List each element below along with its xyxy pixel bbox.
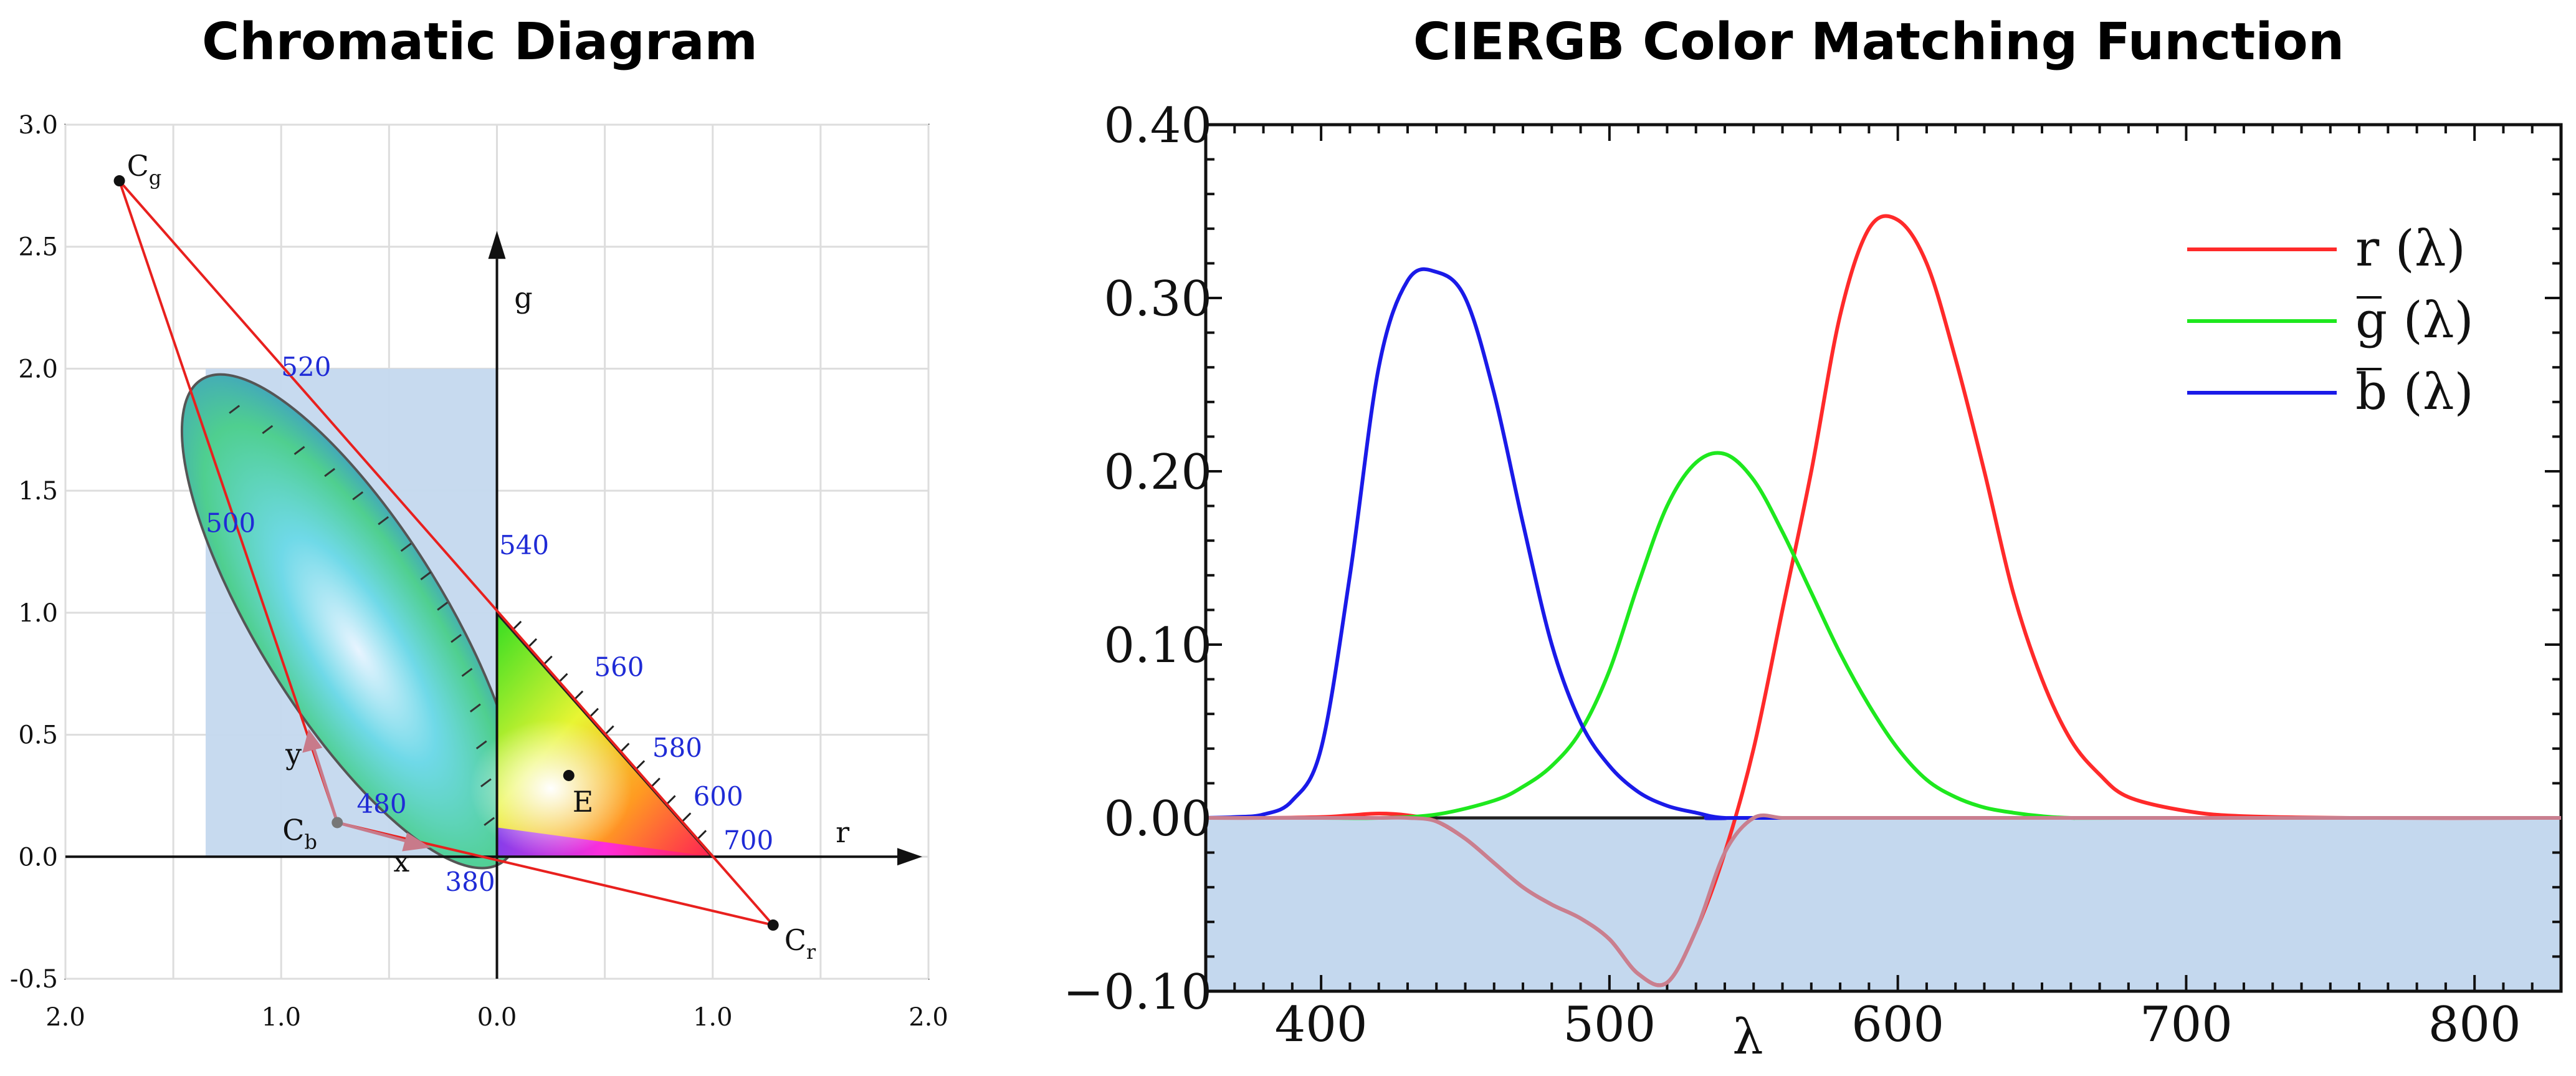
- x-tick-label: 1.0: [693, 1003, 733, 1032]
- locus-tick: [475, 740, 487, 749]
- y-tick-label: −0.10: [1063, 964, 1212, 1021]
- axis-letter-x: x: [393, 845, 409, 878]
- locus-tick: [650, 777, 661, 788]
- primary-letter: C: [785, 923, 806, 957]
- legend-entry-r: r (λ): [2355, 219, 2466, 277]
- locus-tick: [400, 542, 412, 552]
- x-tick-label: 600: [1851, 997, 1944, 1053]
- color-matching-title: CIERGB Color Matching Function: [1413, 12, 2345, 72]
- primary-subscript: b: [304, 830, 317, 853]
- wavelength-label: 380: [445, 867, 495, 897]
- primary-subscript: g: [149, 166, 161, 190]
- x-axis-label: λ: [1732, 1009, 1763, 1065]
- y-tick-label: 0.00: [1104, 791, 1212, 847]
- y-tick-label: 0.0: [18, 843, 58, 872]
- white-point: [563, 769, 575, 781]
- g-axis-arrow: [488, 231, 506, 259]
- y-vector-head: [302, 729, 323, 753]
- wavelength-label: 600: [694, 781, 743, 812]
- y-tick-label: 0.30: [1104, 271, 1212, 327]
- triangle-edge-bg: [118, 180, 339, 824]
- y-tick-label: -0.5: [10, 965, 58, 994]
- primary-label: Cb: [282, 813, 317, 853]
- y-tick-label: 0.5: [18, 721, 58, 750]
- wavelength-label: 480: [356, 789, 406, 819]
- primary-point: [113, 175, 125, 187]
- wavelength-label: 560: [594, 652, 644, 683]
- x-tick-label: 2.0: [45, 1003, 85, 1032]
- locus-tick: [324, 468, 336, 478]
- locus-tick: [681, 812, 692, 823]
- wavelength-label: 540: [499, 530, 549, 560]
- y-vector: [312, 747, 339, 824]
- color-matching-chart: r (λ) g (λ) b (λ) 400 500 600 700 800 0.40 0.30 0.…: [1063, 98, 2563, 1065]
- negative-shaded-region: [1206, 818, 2561, 991]
- x-tick-label: 800: [2428, 997, 2521, 1053]
- primary-subscript: r: [806, 940, 816, 964]
- wavelength-label: 580: [652, 733, 702, 763]
- legend-entry-g: g (λ): [2355, 291, 2474, 349]
- locus-tick: [635, 760, 646, 771]
- locus-tick: [378, 516, 389, 526]
- wavelength-label: 520: [281, 352, 331, 382]
- locus-tick: [420, 571, 432, 580]
- primary-point: [332, 817, 343, 829]
- y-tick-label: 0.20: [1104, 444, 1212, 501]
- locus-tick: [451, 633, 462, 643]
- triangle-edge-gr: [118, 180, 775, 926]
- locus-tick: [229, 405, 241, 414]
- white-glow: [470, 719, 632, 857]
- locus-tick: [696, 830, 707, 840]
- axis-letter-y: y: [285, 737, 302, 771]
- primary-letter: C: [127, 149, 149, 183]
- locus-tick: [437, 602, 449, 611]
- y-tick-label: 2.5: [18, 233, 58, 262]
- locus-tick: [461, 668, 473, 677]
- axis-letter-g: g: [514, 281, 532, 315]
- primary-letter: C: [282, 813, 304, 847]
- right-plot-frame: [1204, 123, 2563, 993]
- y-tick-label: 1.0: [18, 599, 58, 628]
- primary-point: [767, 919, 779, 931]
- locus-tick: [469, 703, 481, 713]
- locus-tick: [665, 795, 676, 805]
- axis-letter-r: r: [836, 815, 849, 849]
- y-tick-label: 3.0: [18, 111, 58, 140]
- wavelength-label: 700: [723, 825, 773, 856]
- legend-entry-b: b (λ): [2355, 363, 2474, 421]
- y-tick-label: 0.40: [1104, 98, 1212, 154]
- wavelength-label: 500: [206, 508, 255, 539]
- x-tick-label: 500: [1563, 997, 1656, 1053]
- y-tick-label: 1.5: [18, 477, 58, 506]
- locus-tick: [480, 778, 492, 787]
- locus-tick: [262, 425, 274, 435]
- x-tick-label: 700: [2140, 997, 2233, 1053]
- locus-tick: [484, 817, 495, 826]
- r-axis-arrow: [897, 848, 922, 866]
- x-vector: [336, 821, 413, 844]
- r-series-negative-part: [1206, 813, 2561, 987]
- x-tick-label: 2.0: [909, 1003, 948, 1032]
- white-point-label: E: [573, 785, 594, 819]
- primary-label: Cg: [127, 149, 162, 190]
- chromatic-diagram-title: Chromatic Diagram: [202, 12, 758, 72]
- x-vector-head: [402, 832, 431, 852]
- locus-tick: [293, 446, 305, 455]
- locus-tick: [352, 491, 364, 501]
- b-series-line: [1206, 267, 2561, 820]
- x-tick-label: 400: [1275, 997, 1368, 1053]
- locus-tick: [619, 742, 630, 753]
- y-tick-label: 0.10: [1104, 618, 1212, 674]
- y-tick-label: 2.0: [18, 355, 58, 383]
- x-tick-label: 0.0: [477, 1003, 517, 1032]
- x-tick-label: 1.0: [261, 1003, 301, 1032]
- primary-label: Cr: [785, 923, 816, 964]
